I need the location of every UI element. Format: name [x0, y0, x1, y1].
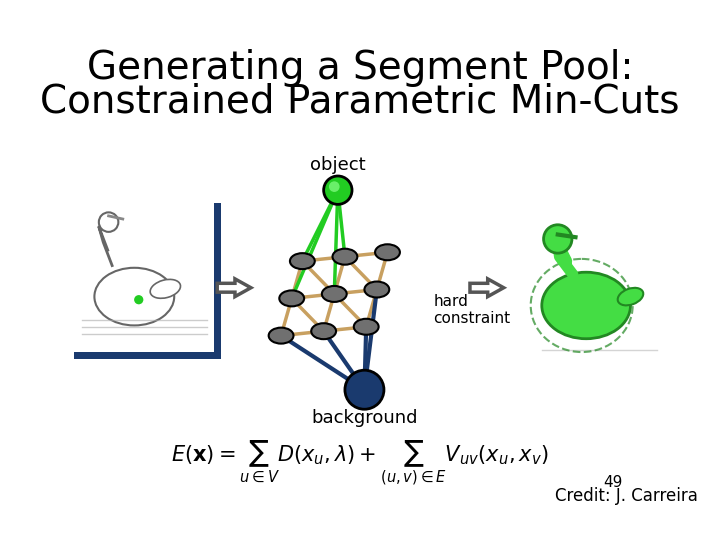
Polygon shape: [470, 279, 504, 296]
Text: $E(\mathbf{x}) = \sum_{u \in V} D(x_u, \lambda) + \sum_{(u,v) \in E} V_{uv}(x_u,: $E(\mathbf{x}) = \sum_{u \in V} D(x_u, \…: [171, 439, 549, 488]
Bar: [214, 204, 221, 359]
Ellipse shape: [269, 328, 294, 343]
Ellipse shape: [94, 268, 174, 326]
Circle shape: [99, 212, 118, 232]
Ellipse shape: [354, 319, 379, 335]
Ellipse shape: [333, 249, 357, 265]
Text: object: object: [310, 157, 366, 174]
Ellipse shape: [618, 288, 643, 306]
Ellipse shape: [279, 291, 304, 306]
Bar: [74, 352, 221, 359]
Circle shape: [324, 176, 352, 204]
Text: background: background: [311, 409, 418, 427]
Text: Constrained Parametric Min-Cuts: Constrained Parametric Min-Cuts: [40, 83, 680, 120]
Polygon shape: [217, 279, 251, 296]
Ellipse shape: [322, 286, 347, 302]
Circle shape: [133, 294, 144, 305]
Ellipse shape: [150, 279, 181, 298]
Ellipse shape: [290, 253, 315, 269]
Ellipse shape: [375, 244, 400, 260]
Circle shape: [329, 181, 340, 192]
Ellipse shape: [311, 323, 336, 339]
Ellipse shape: [541, 272, 631, 339]
Circle shape: [544, 225, 572, 253]
Ellipse shape: [364, 281, 390, 298]
Text: hard
constraint: hard constraint: [433, 294, 510, 326]
Text: 49: 49: [603, 475, 622, 490]
Text: Credit: J. Carreira: Credit: J. Carreira: [554, 487, 698, 505]
Circle shape: [345, 370, 384, 409]
Text: Generating a Segment Pool:: Generating a Segment Pool:: [86, 49, 634, 87]
